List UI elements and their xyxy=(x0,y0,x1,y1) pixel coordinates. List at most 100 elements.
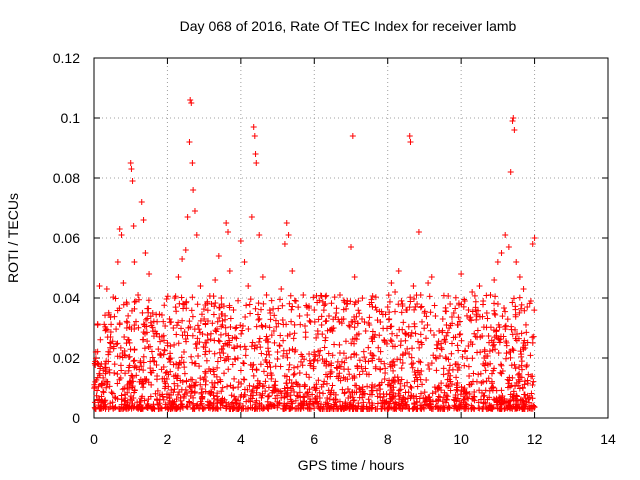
data-point xyxy=(392,393,399,400)
data-point xyxy=(237,343,244,350)
data-point xyxy=(100,388,107,395)
data-point xyxy=(394,356,401,363)
data-point xyxy=(152,390,159,397)
data-point xyxy=(179,317,186,324)
data-point xyxy=(496,397,503,404)
data-point xyxy=(336,398,343,405)
data-point xyxy=(281,393,288,400)
data-point xyxy=(433,345,440,352)
data-point xyxy=(364,383,371,390)
data-point xyxy=(456,364,463,371)
data-point xyxy=(170,361,177,368)
data-point xyxy=(160,332,167,339)
data-point xyxy=(197,375,204,382)
data-point xyxy=(518,351,525,358)
data-point xyxy=(453,374,460,381)
data-point xyxy=(202,381,209,388)
data-point xyxy=(389,330,396,337)
data-point xyxy=(204,307,211,314)
data-point xyxy=(192,360,199,367)
data-point xyxy=(140,353,147,360)
data-point xyxy=(123,318,130,325)
data-point xyxy=(123,299,130,306)
data-point xyxy=(296,370,303,377)
data-point xyxy=(407,298,414,305)
data-point xyxy=(412,303,419,310)
data-point xyxy=(94,320,101,327)
data-point xyxy=(388,280,395,286)
data-point xyxy=(126,353,133,360)
data-point xyxy=(443,322,450,328)
data-point xyxy=(265,348,272,355)
data-point xyxy=(472,304,479,311)
data-point xyxy=(146,271,153,277)
data-point xyxy=(530,333,537,340)
data-point xyxy=(354,320,361,327)
data-point xyxy=(482,360,489,367)
data-point xyxy=(395,268,402,274)
data-point xyxy=(101,398,108,405)
data-point xyxy=(508,326,515,333)
data-point xyxy=(264,363,271,370)
data-point xyxy=(329,352,336,359)
data-point xyxy=(139,336,146,343)
data-point xyxy=(381,376,388,383)
data-point xyxy=(291,370,298,377)
data-point xyxy=(382,365,389,372)
data-point xyxy=(376,332,383,339)
data-point xyxy=(344,385,351,392)
data-point xyxy=(461,396,468,403)
data-point xyxy=(335,316,342,323)
data-point xyxy=(375,344,382,351)
data-point xyxy=(94,360,101,367)
data-point xyxy=(219,395,226,402)
data-point xyxy=(148,322,155,329)
data-point xyxy=(247,361,254,368)
data-point xyxy=(367,350,374,357)
data-point xyxy=(164,293,171,300)
data-point xyxy=(141,345,148,352)
data-point xyxy=(474,349,481,356)
data-point xyxy=(202,368,209,375)
data-point xyxy=(435,338,442,345)
data-point xyxy=(198,386,205,393)
data-point xyxy=(182,247,189,253)
data-point xyxy=(388,323,395,330)
data-point xyxy=(233,396,240,403)
data-point xyxy=(249,339,256,346)
data-point xyxy=(470,405,477,412)
data-point xyxy=(501,305,508,312)
data-point xyxy=(240,323,247,330)
data-point xyxy=(122,352,129,359)
data-point xyxy=(499,367,506,374)
data-point xyxy=(237,393,244,400)
data-point xyxy=(411,306,418,313)
data-point xyxy=(194,301,201,308)
data-point xyxy=(215,253,222,259)
data-point xyxy=(145,297,152,304)
data-point xyxy=(231,334,238,341)
data-point xyxy=(300,405,307,412)
data-point xyxy=(177,405,184,412)
data-point xyxy=(164,342,171,349)
data-point xyxy=(104,379,111,386)
data-point xyxy=(328,360,335,367)
data-point xyxy=(251,133,258,139)
data-point xyxy=(291,330,298,337)
data-point xyxy=(199,331,206,338)
data-point xyxy=(226,268,233,274)
data-point xyxy=(414,383,421,390)
data-point xyxy=(491,310,498,317)
data-point xyxy=(283,220,290,226)
data-point xyxy=(118,232,125,238)
data-point xyxy=(250,383,257,390)
data-point xyxy=(329,382,336,389)
data-point xyxy=(218,295,225,302)
data-point xyxy=(494,398,501,405)
axis-ticks xyxy=(93,57,609,419)
data-point xyxy=(165,383,172,390)
data-point xyxy=(492,311,499,318)
data-point xyxy=(258,394,265,401)
data-point xyxy=(505,244,512,250)
data-point xyxy=(460,303,467,310)
